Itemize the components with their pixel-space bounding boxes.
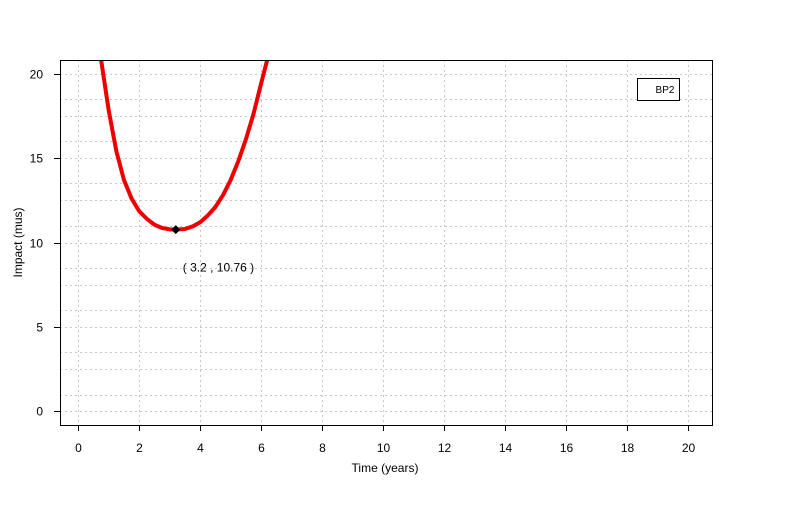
x-tick-label: 0: [75, 441, 82, 455]
x-tick-label: 4: [197, 441, 204, 455]
minimum-point-marker: [171, 225, 181, 235]
x-tick-label: 12: [438, 441, 452, 455]
series-line-bp2: [99, 60, 270, 232]
y-tick-label: 15: [30, 152, 44, 166]
plot-frame: [60, 60, 713, 426]
x-tick-label: 20: [682, 441, 696, 455]
x-tick-label: 2: [136, 441, 143, 455]
x-axis-label: Time (years): [352, 461, 419, 475]
legend: BP2: [637, 78, 680, 101]
y-tick-label: 5: [36, 321, 43, 335]
legend-box: [637, 78, 680, 101]
marker-layer: ( 3.2 , 10.76 ): [171, 225, 254, 275]
grid-layer: [60, 60, 712, 425]
legend-entry-label: BP2: [656, 85, 675, 96]
y-tick-label: 10: [30, 237, 44, 251]
x-tick-label: 8: [319, 441, 326, 455]
x-tick-label: 14: [499, 441, 513, 455]
minimum-point-label: ( 3.2 , 10.76 ): [183, 261, 254, 275]
x-tick-label: 10: [377, 441, 391, 455]
x-tick-label: 18: [621, 441, 635, 455]
y-axis-label: Impact (mus): [11, 207, 25, 277]
y-tick-label: 20: [30, 68, 44, 82]
axis-layer: 0 2 4 6 8 10 12 14 16 18 20 0 5 10 15 20: [30, 68, 696, 456]
x-tick-label: 16: [560, 441, 574, 455]
series-layer: [99, 60, 270, 232]
x-tick-label: 6: [258, 441, 265, 455]
y-tick-label: 0: [36, 405, 43, 419]
